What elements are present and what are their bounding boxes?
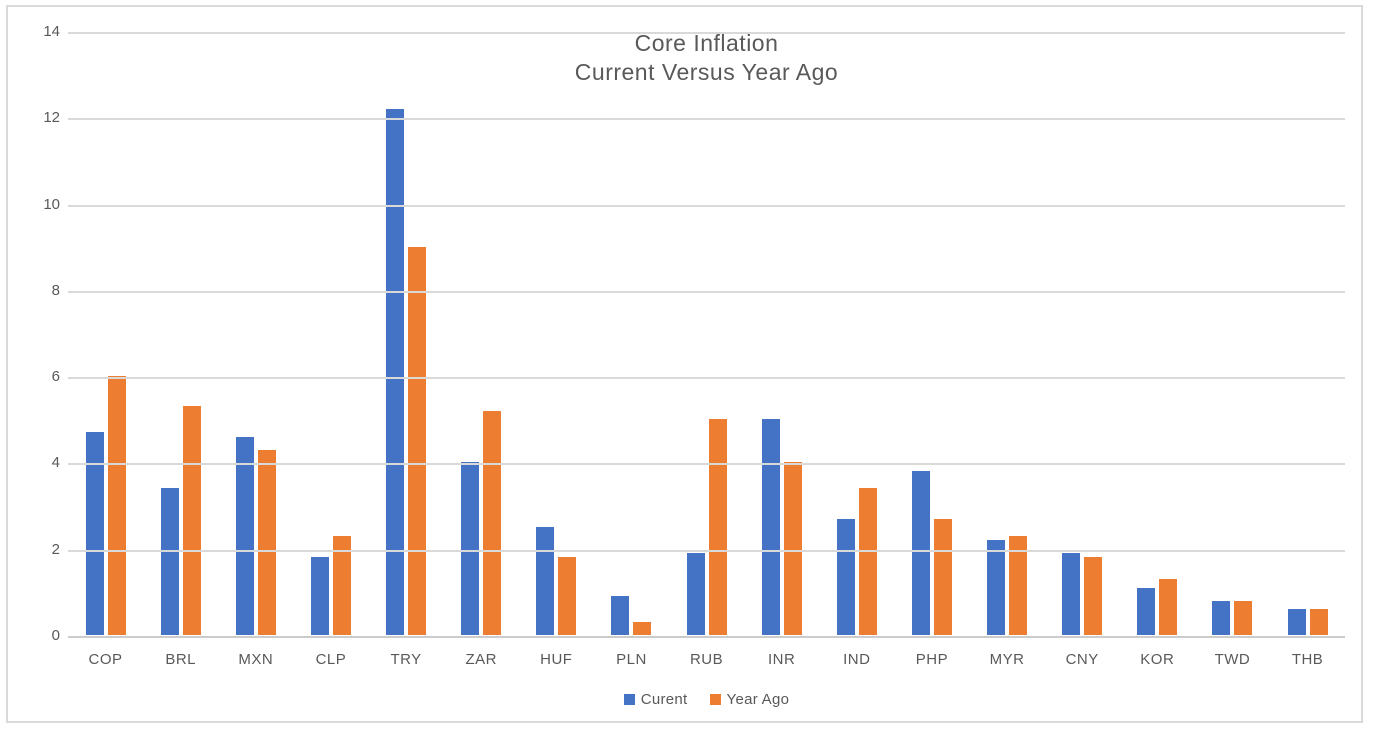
legend-swatch-year-ago: [709, 694, 721, 705]
bar-year-ago-kor: [1159, 578, 1178, 635]
x-axis: COP BRL MXN CLP TRY ZAR HUF PLN RUB INR IND PHP MYR C…: [68, 651, 1345, 668]
x-axis-category-label: INR: [768, 651, 796, 668]
bar-curent-brl: [160, 488, 179, 635]
x-axis-category-label: ZAR: [465, 651, 497, 668]
x-axis-category-label: COP: [88, 651, 123, 668]
bar-curent-clp: [310, 557, 329, 635]
legend-item-year-ago: Year Ago: [709, 691, 790, 708]
chart-title-line1: Core Inflation: [634, 30, 779, 56]
chart-title: Core Inflation Current Versus Year Ago: [68, 29, 1345, 87]
y-axis-tick-label: 12: [43, 109, 60, 127]
bar-year-ago-clp: [332, 535, 351, 635]
bar-year-ago-myr: [1009, 535, 1028, 635]
bar-year-ago-php: [933, 518, 952, 635]
x-axis-category-label: IND: [843, 651, 871, 668]
bar-curent-php: [911, 471, 930, 635]
bar-group-rub: [669, 33, 744, 635]
bar-curent-inr: [761, 419, 780, 635]
x-axis-category-label: CLP: [315, 651, 347, 668]
y-axis-tick-label: 4: [51, 454, 60, 472]
y-axis-tick-label: 14: [43, 23, 60, 40]
bar-curent-cny: [1062, 553, 1081, 635]
legend-swatch-current: [623, 694, 635, 705]
legend-label-current: Curent: [640, 691, 688, 708]
gridline: [68, 549, 1345, 552]
bar-year-ago-cop: [107, 376, 126, 635]
bar-group-cop: [68, 33, 143, 635]
bar-curent-ind: [836, 518, 855, 635]
bar-year-ago-pln: [633, 622, 652, 635]
x-axis-category-label: CNY: [1065, 651, 1099, 668]
bar-year-ago-twd: [1234, 600, 1253, 635]
bar-group-inr: [744, 33, 819, 635]
bar-group-kor: [1120, 33, 1195, 635]
bar-curent-mxn: [235, 436, 254, 635]
bar-year-ago-cny: [1084, 557, 1103, 635]
bar-curent-twd: [1212, 600, 1231, 635]
x-axis-line: [68, 636, 1345, 638]
chart-title-line2: Current Versus Year Ago: [574, 59, 839, 85]
gridline: [68, 32, 1345, 34]
bar-year-ago-mxn: [257, 449, 276, 635]
bar-year-ago-thb: [1309, 609, 1328, 635]
bar-year-ago-try: [408, 246, 427, 635]
x-axis-category-label: PLN: [616, 651, 647, 668]
x-axis-category-label: THB: [1291, 651, 1324, 668]
bar-group-php: [894, 33, 969, 635]
x-axis-category-label: MXN: [238, 651, 274, 668]
bar-curent-try: [386, 108, 405, 635]
bar-group-pln: [594, 33, 669, 635]
bar-group-zar: [444, 33, 519, 635]
x-axis-category-label: MYR: [989, 651, 1025, 668]
gridline: [68, 118, 1345, 121]
bar-year-ago-rub: [708, 419, 727, 635]
bar-group-huf: [519, 33, 594, 635]
bar-curent-myr: [987, 540, 1006, 635]
gridline: [68, 463, 1345, 466]
y-axis-tick-label: 6: [51, 368, 60, 386]
x-axis-category-label: KOR: [1140, 651, 1175, 668]
bar-group-clp: [293, 33, 368, 635]
x-axis-category-label: BRL: [165, 651, 197, 668]
bar-curent-rub: [686, 553, 705, 635]
bars-row: [68, 33, 1345, 635]
legend: Curent Year Ago: [68, 691, 1345, 708]
y-axis-tick-label: 2: [51, 540, 60, 558]
bar-group-try: [369, 33, 444, 635]
y-axis-tick-label: 8: [51, 281, 60, 299]
bar-curent-cop: [85, 432, 104, 635]
bar-curent-thb: [1287, 609, 1306, 635]
legend-label-year-ago: Year Ago: [726, 691, 790, 708]
bar-group-brl: [143, 33, 218, 635]
y-axis-tick-label: 0: [51, 627, 60, 644]
bar-curent-zar: [461, 462, 480, 635]
bar-year-ago-ind: [858, 488, 877, 635]
x-axis-category-label: RUB: [689, 651, 724, 668]
chart-frame: Core Inflation Current Versus Year Ago 0…: [6, 5, 1363, 723]
bar-curent-pln: [611, 596, 630, 635]
bar-year-ago-inr: [783, 462, 802, 635]
bar-group-ind: [819, 33, 894, 635]
bar-group-myr: [970, 33, 1045, 635]
bar-group-mxn: [218, 33, 293, 635]
legend-item-current: Curent: [623, 691, 688, 708]
bar-year-ago-zar: [483, 410, 502, 635]
y-axis-tick-label: 10: [43, 195, 60, 213]
x-axis-category-label: TRY: [390, 651, 422, 668]
x-axis-category-label: HUF: [540, 651, 573, 668]
gridline: [68, 204, 1345, 207]
x-axis-category-label: PHP: [915, 651, 949, 668]
bar-group-thb: [1270, 33, 1345, 635]
bar-curent-huf: [536, 527, 555, 635]
bar-curent-kor: [1137, 587, 1156, 635]
bar-group-twd: [1195, 33, 1270, 635]
plot-area: [68, 32, 1345, 638]
x-axis-category-label: TWD: [1214, 651, 1251, 668]
bar-year-ago-brl: [182, 406, 201, 635]
bar-group-cny: [1045, 33, 1120, 635]
gridline: [68, 377, 1345, 380]
gridline: [68, 290, 1345, 293]
bar-year-ago-huf: [558, 557, 577, 635]
